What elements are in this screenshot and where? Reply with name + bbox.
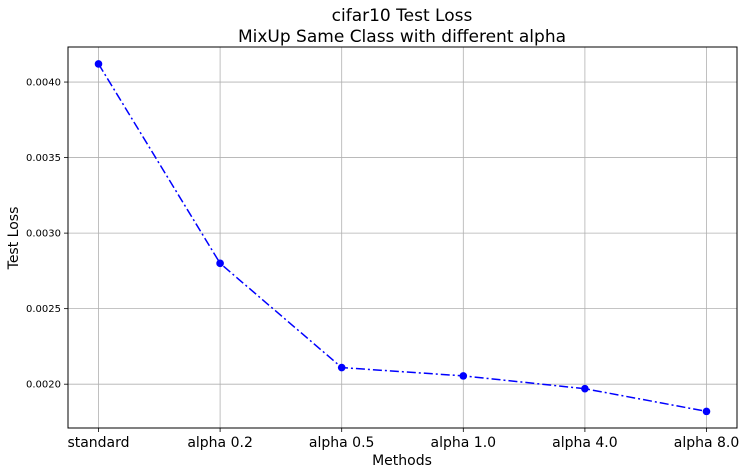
data-point bbox=[581, 384, 589, 393]
y-axis-label: Test Loss bbox=[6, 207, 22, 271]
x-axis-label: Methods bbox=[372, 453, 432, 469]
data-point bbox=[94, 60, 103, 68]
chart-subtitle: MixUp Same Class with different alpha bbox=[238, 27, 566, 47]
data-point bbox=[459, 372, 468, 380]
y-tick-label: 0.0020 bbox=[26, 380, 61, 391]
chart-title: cifar10 Test Loss bbox=[332, 6, 473, 26]
data-series bbox=[94, 60, 711, 416]
y-tick-label: 0.0030 bbox=[26, 229, 61, 240]
x-tick-label: alpha 0.5 bbox=[309, 435, 375, 451]
y-tick-label: 0.0025 bbox=[26, 304, 61, 315]
x-tick-label: alpha 0.2 bbox=[187, 435, 253, 451]
x-tick-label: alpha 8.0 bbox=[674, 435, 740, 451]
data-point bbox=[216, 259, 224, 268]
x-tick-label: standard bbox=[67, 435, 129, 451]
x-tick-label: alpha 4.0 bbox=[552, 435, 618, 451]
x-tick-label: alpha 1.0 bbox=[431, 435, 497, 451]
y-tick-label: 0.0035 bbox=[26, 153, 61, 164]
y-axis-ticks: 0.0020 0.0025 0.0030 0.0035 0.0040 bbox=[26, 78, 68, 391]
x-axis-ticks: standard alpha 0.2 alpha 0.5 alpha 1.0 alpha… bbox=[67, 428, 739, 451]
data-point bbox=[702, 407, 711, 416]
data-point bbox=[337, 363, 346, 372]
y-tick-label: 0.0040 bbox=[26, 78, 61, 89]
plot-frame bbox=[67, 46, 738, 429]
series-line bbox=[97, 63, 707, 413]
grid bbox=[68, 47, 737, 428]
